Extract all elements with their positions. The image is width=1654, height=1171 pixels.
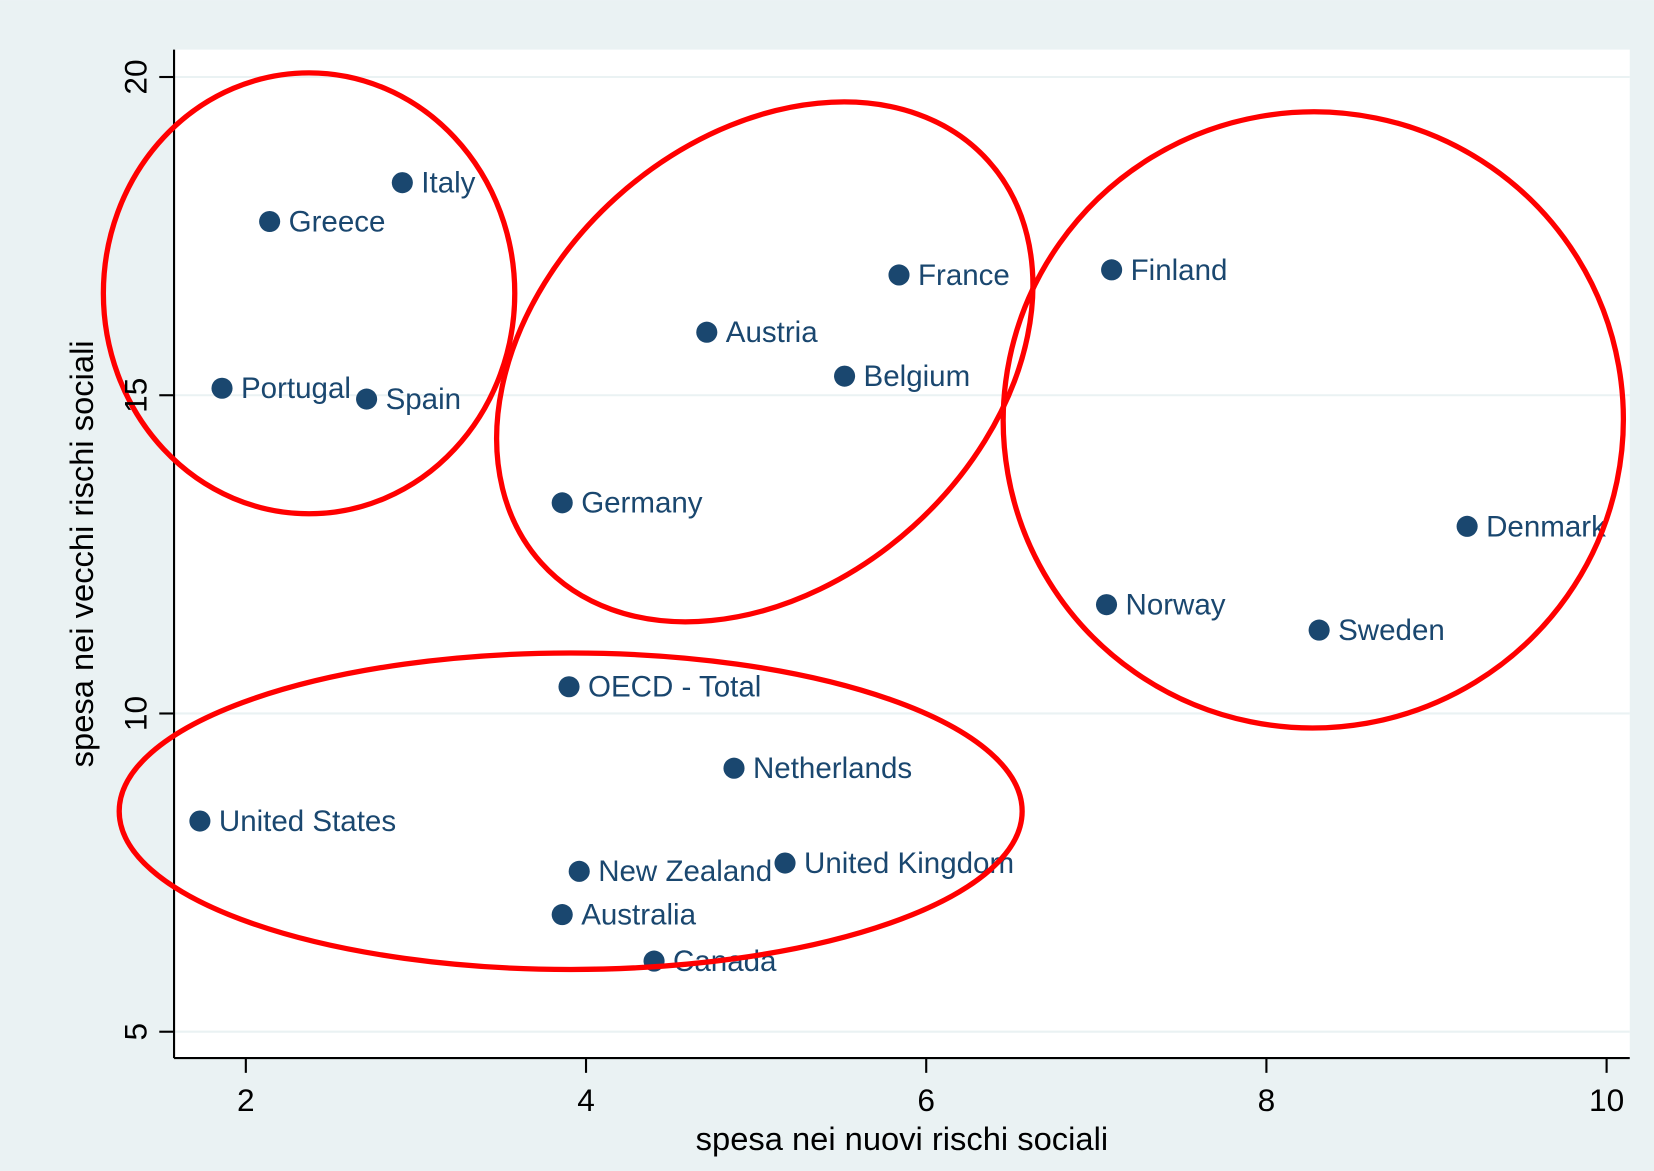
point-label: United States: [219, 805, 396, 838]
point-label: Austria: [726, 316, 818, 349]
point: [356, 388, 378, 410]
point-label: Sweden: [1338, 614, 1445, 647]
y-tick-label: 10: [118, 696, 154, 731]
point: [189, 810, 211, 832]
point-label: Australia: [581, 899, 696, 932]
point: [211, 377, 233, 399]
point-label: Finland: [1131, 254, 1228, 287]
point: [558, 676, 580, 698]
x-tick-label: 2: [237, 1082, 255, 1118]
point: [1095, 594, 1118, 616]
point-label: Netherlands: [753, 752, 912, 785]
annotations: [100, 70, 1626, 973]
y-axis-title: spesa nei vecchi rischi sociali: [63, 340, 100, 767]
point: [1308, 619, 1330, 641]
grid: [174, 75, 1630, 1033]
point: [551, 492, 573, 514]
point: [391, 172, 413, 194]
point-label: New Zealand: [598, 855, 772, 888]
point-label: Italy: [421, 167, 475, 200]
point-label: Portugal: [241, 372, 351, 405]
cluster-ellipse: [494, 99, 1036, 625]
y-tick-label: 15: [118, 378, 154, 413]
point: [696, 321, 718, 343]
point-label: United Kingdom: [804, 847, 1014, 880]
x-tick-label: 4: [577, 1082, 595, 1118]
x-tick-label: 10: [1589, 1082, 1624, 1118]
points: Italy Greece Portugal Spain France Austria Bel…: [189, 167, 1606, 978]
point-label: Denmark: [1486, 510, 1606, 543]
point: [1456, 515, 1478, 537]
point: [834, 365, 856, 387]
point: [888, 264, 910, 286]
point-label: Spain: [386, 383, 462, 416]
point-label: Norway: [1126, 589, 1226, 622]
point: [723, 757, 745, 779]
point: [1101, 259, 1123, 281]
x-axis-title: spesa nei nuovi rischi sociali: [696, 1120, 1108, 1157]
y-tick-label: 20: [118, 59, 154, 94]
point: [774, 852, 796, 874]
point-label: Belgium: [864, 360, 971, 393]
cluster-ellipse: [116, 650, 1025, 973]
point-label: OECD - Total: [588, 671, 761, 704]
point: [568, 860, 590, 882]
point-label: Greece: [289, 205, 386, 238]
cluster-ellipse: [100, 70, 518, 517]
x-tick-label: 8: [1258, 1082, 1276, 1118]
plot-area: [174, 49, 1630, 1059]
point-label: France: [918, 259, 1010, 292]
point-label: Germany: [581, 487, 703, 520]
point: [259, 210, 281, 233]
y-tick-label: 5: [118, 1023, 154, 1041]
x-tick-label: 6: [917, 1082, 935, 1118]
cluster-ellipse: [1000, 109, 1626, 731]
point: [551, 904, 573, 926]
